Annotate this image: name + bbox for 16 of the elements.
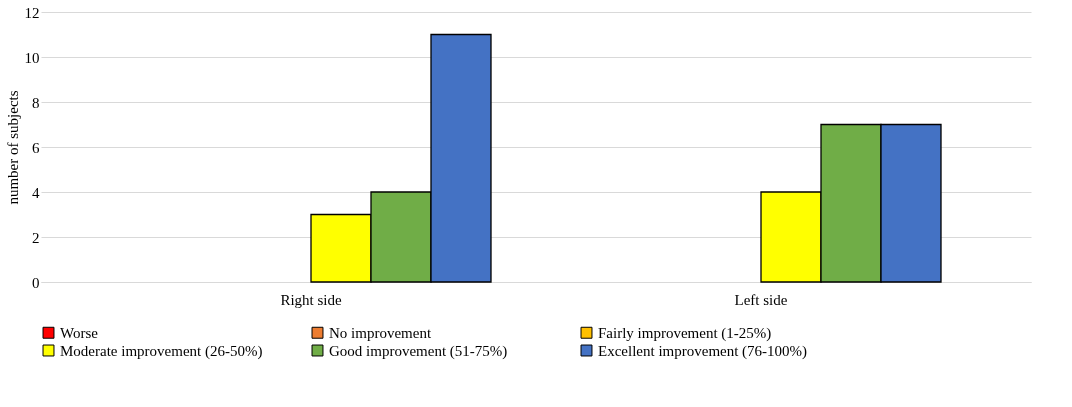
x-tick-label: Right side [280,291,342,308]
y-tick-label: 0 [32,274,40,291]
legend-label: Fairly improvement (1-25%) [598,324,772,342]
legend-label: No improvement [329,324,432,341]
x-tick-label: Left side [734,291,788,308]
y-axis-title: number of subjects [4,90,21,205]
legend-label: Worse [60,324,99,341]
y-tick-label: 6 [32,139,40,156]
legend-label: Excellent improvement (76-100%) [598,342,808,360]
y-tick-label: 8 [32,94,40,111]
legend-label: Good improvement (51-75%) [329,342,508,360]
y-tick-label: 2 [32,229,40,246]
y-tick-label: 12 [24,4,40,21]
y-tick-label: 4 [32,184,40,201]
legend-label: Moderate improvement (26-50%) [60,342,263,360]
y-tick-label: 10 [24,49,40,66]
